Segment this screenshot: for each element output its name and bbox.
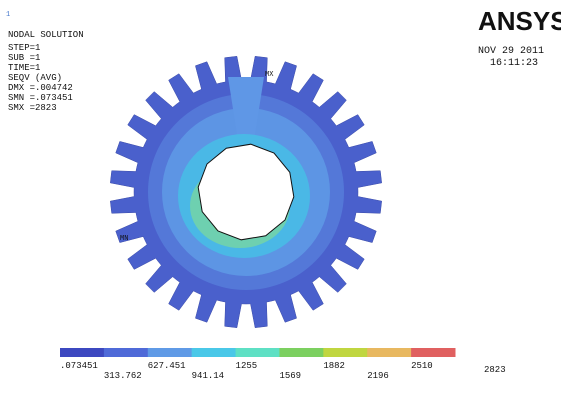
legend-swatch — [236, 348, 280, 357]
legend-label: 1569 — [279, 371, 301, 381]
legend-swatch — [367, 348, 411, 357]
legend-label: 2196 — [367, 371, 389, 381]
legend-swatch — [104, 348, 148, 357]
info-line: SEQV (AVG) — [8, 73, 62, 83]
legend-swatch — [148, 348, 192, 357]
info-line: SMN =.073451 — [8, 93, 73, 103]
date: NOV 29 2011 — [478, 46, 544, 57]
legend-label: 1882 — [323, 361, 345, 371]
legend-swatch — [60, 348, 104, 357]
legend-label: .073451 — [60, 361, 98, 371]
logo: ANSYS — [478, 6, 561, 36]
gear-model — [110, 56, 381, 327]
legend-label: 627.451 — [148, 361, 186, 371]
max-marker: MX — [265, 71, 274, 79]
legend-swatch — [323, 348, 367, 357]
info-line: SUB =1 — [8, 53, 40, 63]
legend-label: 2510 — [411, 361, 433, 371]
info-line: TIME=1 — [8, 63, 40, 73]
ansys-window: 1 NODAL SOLUTION STEP=1SUB =1TIME=1SEQV … — [0, 0, 561, 410]
legend-swatch — [411, 348, 455, 357]
info-line: DMX =.004742 — [8, 83, 73, 93]
solution-title: NODAL SOLUTION — [8, 30, 84, 40]
legend-label: 1255 — [236, 361, 258, 371]
min-marker: MN — [120, 235, 128, 243]
legend-label: 2823 — [484, 365, 506, 375]
window-index: 1 — [6, 11, 10, 19]
legend-label: 313.762 — [104, 371, 142, 381]
legend-label: 941.14 — [192, 371, 224, 381]
info-line: SMX =2823 — [8, 103, 57, 113]
info-line: STEP=1 — [8, 43, 40, 53]
legend-swatch — [279, 348, 323, 357]
legend-swatch — [192, 348, 236, 357]
time: 16:11:23 — [490, 58, 538, 69]
